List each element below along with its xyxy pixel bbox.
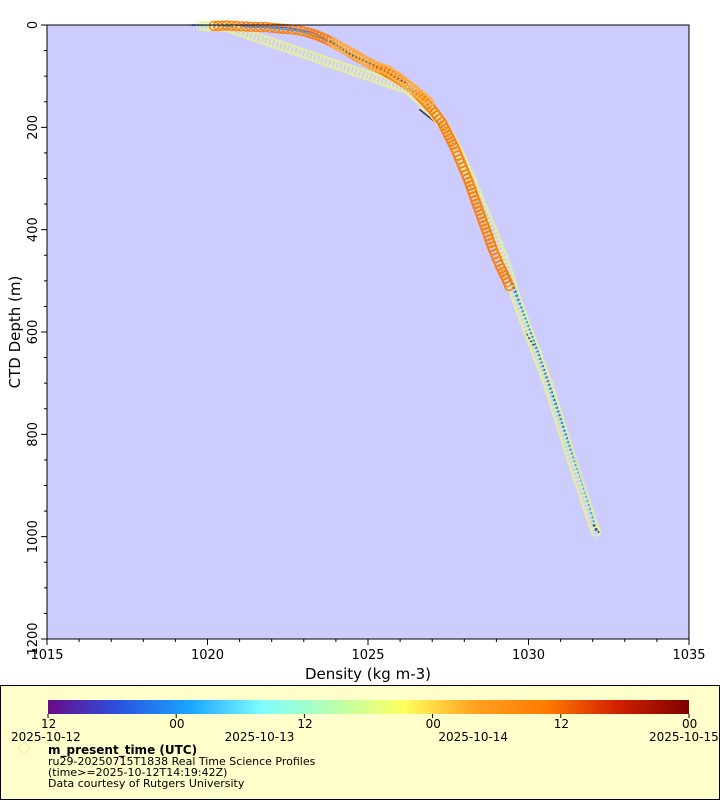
axis-ticks: 1015 1020 1025 1030 1035 0 200 400 600 800 1000 120…: [26, 21, 706, 663]
y-tick-label: 600: [26, 320, 41, 345]
data-point: [414, 88, 425, 100]
series-3: [327, 37, 435, 108]
data-point: [423, 96, 435, 108]
data-point: [240, 21, 252, 32]
data-point: [398, 76, 409, 87]
colorbar-date-label: 2025-10-14: [438, 730, 509, 744]
colorbar: [47, 700, 690, 718]
colorbar-tick-label: 00: [682, 717, 698, 731]
colorbar-tick-label: 12: [553, 717, 570, 731]
y-axis-title: CTD Depth (m): [6, 276, 24, 389]
data-point: [590, 526, 602, 537]
legend-variable: m_present_time (UTC): [48, 743, 198, 757]
colorbar-date-label: 2025-10-15: [649, 730, 719, 744]
data-point: [504, 280, 515, 292]
plot-area: [47, 25, 689, 639]
colorbar-tick-label: 00: [169, 717, 185, 731]
y-tick-label: 0: [26, 21, 41, 29]
y-tick-label: 200: [26, 115, 41, 140]
y-tick-label: 1000: [26, 520, 41, 553]
x-tick-label: 1035: [672, 648, 705, 663]
data-point: [404, 81, 415, 92]
data-series: [191, 20, 602, 537]
colorbar-gradient: [48, 700, 689, 714]
legend-title: ru29-20250715T1838 Real Time Science Pro…: [48, 755, 316, 768]
data-point: [401, 78, 412, 90]
legend-constraint: (time>=2025-10-12T14:19:42Z): [48, 766, 228, 779]
y-tick-label: 1200: [26, 622, 41, 655]
data-point: [195, 20, 207, 32]
data-point: [292, 24, 303, 36]
y-tick-label: 800: [26, 422, 41, 447]
colorbar-tick-label: 00: [425, 717, 441, 731]
x-tick-label: 1015: [30, 648, 63, 663]
data-point: [410, 86, 422, 97]
legend-marker-icon: [19, 743, 29, 753]
legend-credit: Data courtesy of Rutgers University: [48, 777, 245, 790]
x-tick-label: 1025: [351, 648, 384, 663]
y-tick-label: 400: [26, 217, 41, 242]
x-axis-title: Density (kg m-3): [305, 665, 431, 683]
colorbar-date-label: 2025-10-12: [11, 730, 81, 744]
data-point: [245, 21, 257, 32]
x-tick-label: 1020: [191, 648, 224, 663]
colorbar-date-label: 2025-10-13: [224, 730, 295, 744]
colorbar-tick-label: 12: [297, 717, 313, 731]
colorbar-tick-label: 12: [41, 717, 57, 731]
x-tick-label: 1030: [512, 648, 545, 663]
data-point: [420, 93, 431, 105]
data-point: [417, 91, 428, 102]
density-depth-chart: 1015 1020 1025 1030 1035 0 200 400 600 800 1000 120…: [6, 20, 706, 683]
data-point: [407, 83, 419, 95]
data-point: [260, 21, 271, 33]
data-point: [394, 73, 406, 84]
